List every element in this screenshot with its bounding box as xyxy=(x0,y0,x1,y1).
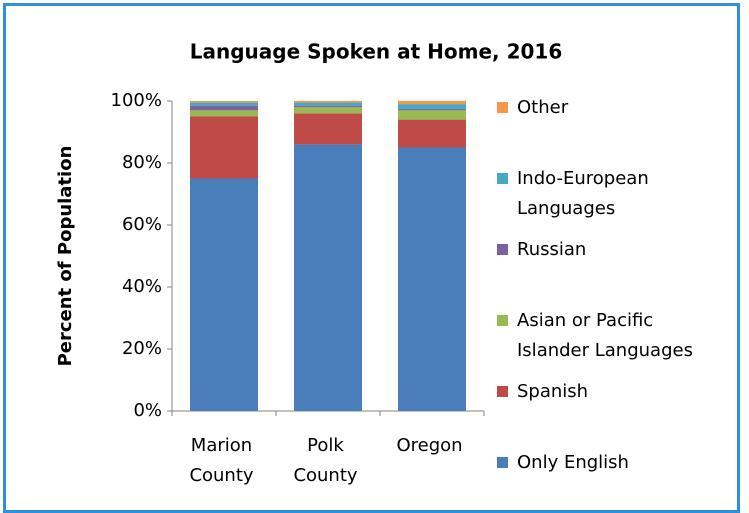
legend-swatch xyxy=(497,386,508,397)
legend-item: Other xyxy=(497,93,717,123)
legend-item: Asian or Pacific Islander Languages xyxy=(497,306,717,366)
bar-segment xyxy=(398,147,466,411)
legend-item: Russian xyxy=(497,235,717,265)
x-tick-label: Marion County xyxy=(189,435,254,486)
bar-segment xyxy=(398,119,466,148)
legend-label: Other xyxy=(517,97,569,118)
legend-item: Only English xyxy=(497,448,717,478)
legend-item: Spanish xyxy=(497,377,717,407)
y-tick-label: 80% xyxy=(122,152,162,173)
legend-label: Spanish xyxy=(517,381,589,402)
legend-label: Only English xyxy=(517,452,629,473)
bar-segment xyxy=(190,105,258,111)
x-tick-label: Polk County xyxy=(293,435,358,486)
legend-swatch xyxy=(497,315,508,326)
bar-segment xyxy=(190,178,258,411)
y-tick-label: 40% xyxy=(122,276,162,297)
x-tick-label: Oregon xyxy=(396,435,463,456)
bar-segment xyxy=(190,116,258,179)
y-tick-label: 100% xyxy=(111,90,162,111)
bar-segment xyxy=(398,108,466,111)
bar-segment xyxy=(398,110,466,120)
y-tick-label: 20% xyxy=(122,338,162,359)
bar-segment xyxy=(190,102,258,106)
legend-label: Indo-European Languages xyxy=(517,168,649,219)
legend-swatch xyxy=(497,457,508,468)
bar-segment xyxy=(398,101,466,105)
y-axis-label: Percent of Population xyxy=(55,146,76,367)
bar-segment xyxy=(398,104,466,109)
legend-swatch xyxy=(497,102,508,113)
legend-label: Russian xyxy=(517,239,587,260)
legend-label: Asian or Pacific Islander Languages xyxy=(517,310,693,361)
bar-segment xyxy=(294,102,362,106)
y-tick-label: 0% xyxy=(133,400,162,421)
bar-segment xyxy=(294,144,362,411)
bar-segment xyxy=(294,107,362,114)
y-tick-label: 60% xyxy=(122,214,162,235)
chart-title: Language Spoken at Home, 2016 xyxy=(190,40,563,64)
bar-segment xyxy=(190,110,258,117)
legend-swatch xyxy=(497,173,508,184)
legend-item: Indo-European Languages xyxy=(497,164,717,224)
bar-segment xyxy=(294,113,362,145)
bar-segment xyxy=(294,101,362,103)
bar-segment xyxy=(294,105,362,108)
bar-segment xyxy=(190,101,258,103)
legend-swatch xyxy=(497,244,508,255)
